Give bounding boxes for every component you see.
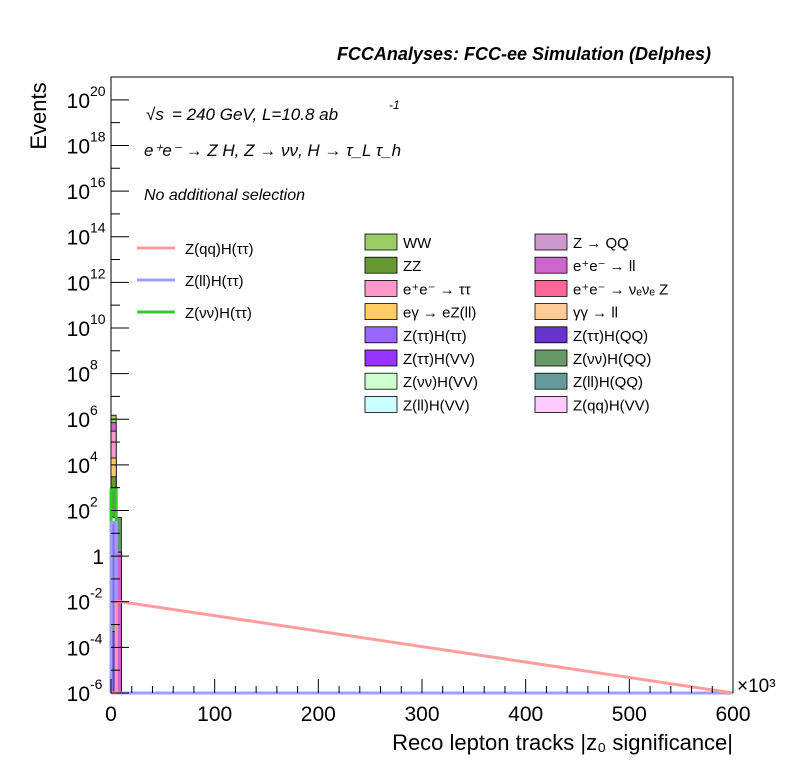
legend-swatch [534,303,568,321]
x-axis-multiplier: ×10³ [737,676,776,697]
y-tick-exponent: 20 [90,83,106,99]
y-tick-label: 10 [67,500,90,523]
y-tick-label: 10 [67,181,90,204]
legend-label: Z(ττ)H(QQ) [573,328,648,345]
y-tick-exponent: -2 [90,585,103,601]
legend-label: Z(qq)H(ττ) [185,241,254,258]
legend-label: e⁺e⁻ → ττ [403,281,471,298]
legend-swatch [364,279,398,297]
y-tick-label: 10 [67,409,90,432]
process-label: e⁺e⁻ → Z H, Z → νν, H → τ_L τ_h [144,141,401,160]
x-tick-label: 400 [508,703,543,726]
legend-label: eγ → eZ(ll) [403,305,476,322]
y-tick-label: 10 [67,592,90,615]
x-tick-label: 0 [105,703,117,726]
signal-line [109,520,733,695]
legend-swatch [364,303,398,321]
y-tick-label: 10 [67,135,90,158]
y-tick-exponent: 12 [90,265,106,281]
legend-label: γγ → ll [573,305,618,322]
legend-label: Z(ττ)H(ττ) [403,328,467,345]
legend-label: Z(qq)H(VV) [573,397,650,414]
y-tick-exponent: 4 [90,448,98,464]
signal-line [109,488,733,695]
y-tick-label: 10 [67,90,90,113]
y-tick-exponent: -6 [90,676,103,692]
legend-label: Z(νν)H(ττ) [185,305,252,322]
legend-swatch [534,233,568,251]
legend-label: e⁺e⁻ → νₑνₑ Z [573,281,668,298]
x-axis-ticks: 0 100 200 300 400 500 600 [105,679,751,726]
y-tick-exponent: -4 [90,630,103,646]
legend-label: WW [403,235,432,252]
x-tick-label: 100 [197,703,232,726]
legend-swatch [534,395,568,413]
y-tick-exponent: 6 [90,402,98,418]
x-tick-label: 300 [404,703,439,726]
signal-legend: Z(qq)H(ττ) Z(ll)H(ττ) Z(νν)H(ττ) [137,241,254,322]
legend-label: Z(ll)H(VV) [403,397,470,414]
x-tick-label: 200 [301,703,336,726]
y-tick-label: 1 [92,546,104,569]
legend-label: e⁺e⁻ → ll [573,258,636,275]
selection-label: No additional selection [144,187,305,204]
legend-label: Z(ll)H(ττ) [185,273,244,290]
y-tick-label: 10 [67,318,90,341]
y-tick-exponent: 2 [90,493,98,509]
x-axis-label: Reco lepton tracks |z₀ significance| [392,730,733,755]
legend-swatch [364,326,398,344]
legend-swatch [364,372,398,390]
y-tick-exponent: 18 [90,128,106,144]
y-tick-exponent: 16 [90,174,106,190]
legend-swatch [534,372,568,390]
signal-histograms [109,488,734,695]
legend-label: Z(ll)H(QQ) [573,374,643,391]
legend-swatch [364,395,398,413]
x-tick-label: 500 [612,703,647,726]
y-tick-label: 10 [67,637,90,660]
legend-swatch [534,349,568,367]
legend-swatch [364,256,398,274]
legend-swatch [364,349,398,367]
sqrt-s-symbol: √s [146,105,164,124]
background-legend: WW Z → QQ ZZ e⁺e⁻ → ll e⁺e⁻ → ττ e⁺e⁻ → νₑνₑ … [364,233,668,414]
lumi-exponent: -1 [389,98,400,112]
legend-label: Z(ττ)H(VV) [403,351,475,368]
x-tick-label: 600 [715,703,750,726]
y-tick-label: 10 [67,364,90,387]
legend-label: Z → QQ [573,235,629,252]
y-tick-exponent: 10 [90,311,106,327]
y-tick-label: 10 [67,227,90,250]
legend-label: Z(νν)H(VV) [403,374,478,391]
legend-label: ZZ [403,258,421,275]
legend-swatch [534,279,568,297]
y-tick-exponent: 8 [90,357,98,373]
legend-swatch [534,326,568,344]
legend-swatch [534,256,568,274]
energy-annotation: √s = 240 GeV, L=10.8 ab -1 [146,98,400,124]
legend-label: Z(νν)H(QQ) [573,351,651,368]
y-tick-label: 10 [67,455,90,478]
y-tick-label: 10 [67,683,90,706]
y-axis-label: Events [26,82,51,149]
legend-swatch [364,233,398,251]
energy-lumi-label: = 240 GeV, L=10.8 ab [172,105,338,124]
y-tick-exponent: 14 [90,220,106,236]
y-tick-label: 10 [67,272,90,295]
chart-title: FCCAnalyses: FCC-ee Simulation (Delphes) [337,44,711,64]
